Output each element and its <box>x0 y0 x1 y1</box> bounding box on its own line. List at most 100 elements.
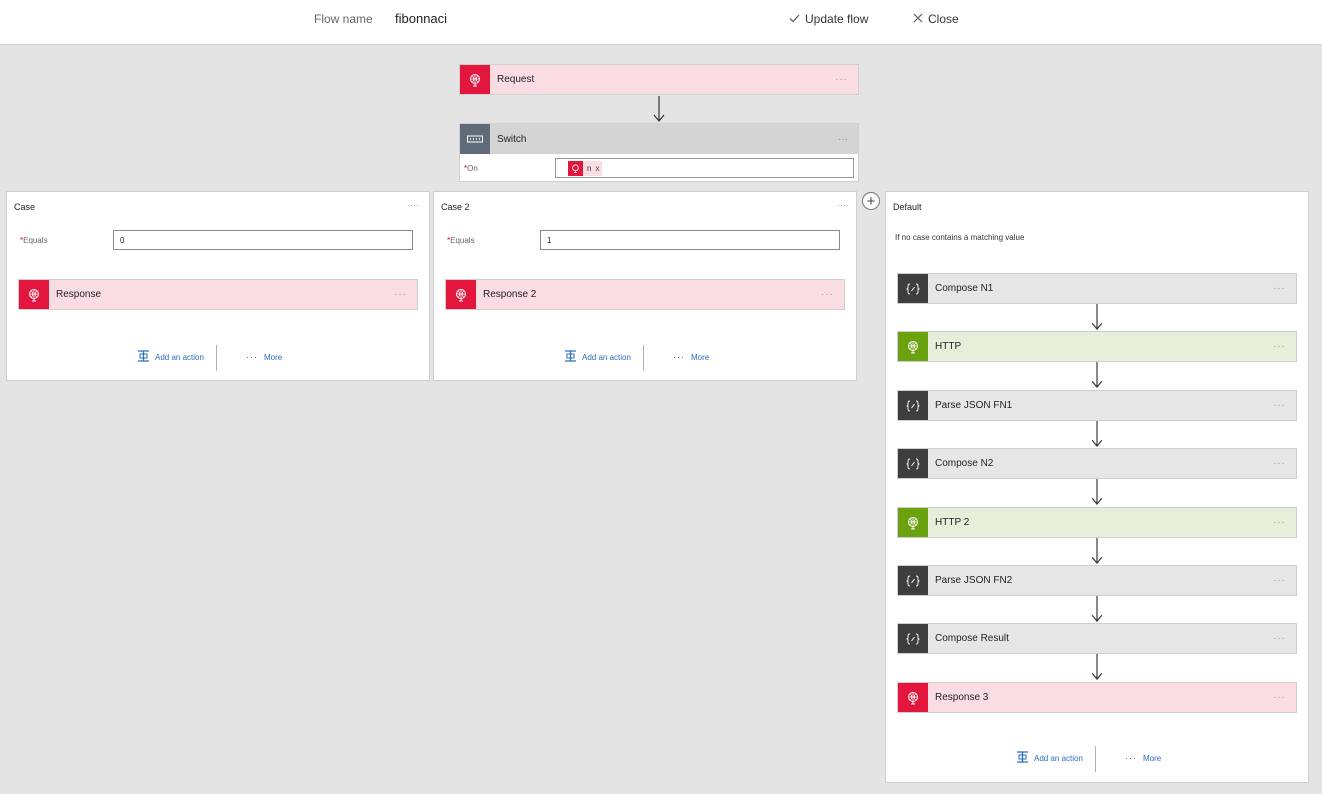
response-label: Response <box>56 289 102 300</box>
compose-braces-icon <box>898 624 928 653</box>
case-menu-dots[interactable]: ··· <box>410 200 419 210</box>
action-card-response-3[interactable]: Response 3 ··· <box>897 682 1297 713</box>
close-icon <box>913 12 923 26</box>
equals-label: *Equals <box>20 236 48 245</box>
add-action-button[interactable]: Add an action <box>137 350 204 364</box>
action-card-http[interactable]: HTTP ··· <box>897 331 1297 362</box>
divider <box>216 345 217 371</box>
close-button[interactable]: Close <box>913 12 959 26</box>
action-menu-dots[interactable]: ··· <box>1273 341 1286 352</box>
connector-arrow <box>653 96 665 122</box>
switch-menu-dots[interactable]: ··· <box>838 133 848 145</box>
compose-braces-icon <box>898 566 928 595</box>
default-title: Default <box>893 202 922 212</box>
globe-icon <box>898 683 928 712</box>
connector-arrow <box>1091 421 1103 447</box>
action-card-http-2[interactable]: HTTP 2 ··· <box>897 507 1297 538</box>
action-card-compose-result[interactable]: Compose Result ··· <box>897 623 1297 654</box>
case-title: Case <box>14 202 36 212</box>
response-menu-dots[interactable]: ··· <box>394 289 407 300</box>
more-button[interactable]: ··· More <box>246 352 282 362</box>
action-label: HTTP 2 <box>935 517 970 528</box>
checkmark-icon <box>789 12 800 26</box>
add-action-icon <box>137 350 150 364</box>
globe-icon <box>19 280 49 309</box>
connector-arrow <box>1091 362 1103 388</box>
more-dots-icon: ··· <box>673 352 685 362</box>
more-label: More <box>264 352 283 362</box>
connector-arrow <box>1091 596 1103 622</box>
divider <box>643 345 644 371</box>
more-label: More <box>691 352 710 362</box>
action-card-compose-n1[interactable]: Compose N1 ··· <box>897 273 1297 304</box>
plus-icon: + <box>866 192 876 210</box>
token-label: n <box>587 164 592 173</box>
switch-card[interactable]: Switch ··· *On n x <box>459 123 859 182</box>
action-label: Compose N2 <box>935 458 994 469</box>
token-n[interactable]: n x <box>568 161 603 176</box>
request-menu-dots[interactable]: ··· <box>835 74 848 85</box>
equals-input[interactable]: 0 <box>113 230 413 250</box>
add-action-button[interactable]: Add an action <box>1016 751 1083 765</box>
equals-input[interactable]: 1 <box>540 230 840 250</box>
add-case-button[interactable]: + <box>862 192 880 210</box>
response-2-card[interactable]: Response 2 ··· <box>445 279 845 310</box>
action-label: Compose Result <box>935 633 1009 644</box>
globe-icon <box>898 508 928 537</box>
top-bar: Flow name fibonnaci Update flow Close <box>0 0 1322 45</box>
more-dots-icon: ··· <box>1125 753 1137 763</box>
action-menu-dots[interactable]: ··· <box>1273 283 1286 294</box>
token-remove-button[interactable]: x <box>595 164 600 173</box>
close-label: Close <box>928 12 959 26</box>
default-description: If no case contains a matching value <box>895 233 1025 242</box>
add-action-label: Add an action <box>155 352 204 362</box>
default-panel: Default If no case contains a matching v… <box>885 191 1309 783</box>
compose-braces-icon <box>898 391 928 420</box>
add-action-button[interactable]: Add an action <box>564 350 631 364</box>
more-button[interactable]: ··· More <box>1125 753 1161 763</box>
more-label: More <box>1143 753 1162 763</box>
globe-icon <box>460 65 490 94</box>
on-input[interactable]: n x <box>555 158 854 178</box>
globe-icon <box>568 161 583 176</box>
case-title: Case 2 <box>441 202 470 212</box>
connector-arrow <box>1091 479 1103 505</box>
on-field-label: *On <box>464 164 478 173</box>
action-menu-dots[interactable]: ··· <box>1273 575 1286 586</box>
compose-braces-icon <box>898 449 928 478</box>
compose-braces-icon <box>898 274 928 303</box>
action-label: Parse JSON FN2 <box>935 575 1013 586</box>
action-menu-dots[interactable]: ··· <box>1273 517 1286 528</box>
request-trigger-card[interactable]: Request ··· <box>459 64 859 95</box>
equals-label: *Equals <box>447 236 475 245</box>
divider <box>1095 746 1096 772</box>
action-label: Compose N1 <box>935 283 994 294</box>
response-2-label: Response 2 <box>483 289 537 300</box>
response-card[interactable]: Response ··· <box>18 279 418 310</box>
switch-label: Switch <box>497 133 527 145</box>
action-card-parse-json-fn1[interactable]: Parse JSON FN1 ··· <box>897 390 1297 421</box>
action-menu-dots[interactable]: ··· <box>1273 400 1286 411</box>
case-panel-1: Case ··· *Equals 0 Response ··· Add an a… <box>6 191 430 381</box>
request-label: Request <box>497 74 535 85</box>
add-action-label: Add an action <box>1034 753 1083 763</box>
connector-arrow <box>1091 538 1103 564</box>
add-action-label: Add an action <box>582 352 631 362</box>
action-menu-dots[interactable]: ··· <box>1273 633 1286 644</box>
action-menu-dots[interactable]: ··· <box>1273 692 1286 703</box>
update-flow-button[interactable]: Update flow <box>789 12 868 26</box>
case-menu-dots[interactable]: ··· <box>837 200 846 210</box>
action-label: Response 3 <box>935 692 989 703</box>
update-flow-label: Update flow <box>805 12 869 26</box>
action-card-compose-n2[interactable]: Compose N2 ··· <box>897 448 1297 479</box>
flow-name-value[interactable]: fibonnaci <box>395 11 448 26</box>
more-button[interactable]: ··· More <box>673 352 709 362</box>
flow-name-label: Flow name <box>314 12 373 26</box>
switch-header[interactable]: Switch ··· <box>460 124 858 154</box>
switch-icon <box>460 124 490 154</box>
response-2-menu-dots[interactable]: ··· <box>821 289 834 300</box>
case-panel-2: Case 2 ··· *Equals 1 Response 2 ··· Add … <box>433 191 857 381</box>
action-card-parse-json-fn2[interactable]: Parse JSON FN2 ··· <box>897 565 1297 596</box>
globe-icon <box>446 280 476 309</box>
action-menu-dots[interactable]: ··· <box>1273 458 1286 469</box>
